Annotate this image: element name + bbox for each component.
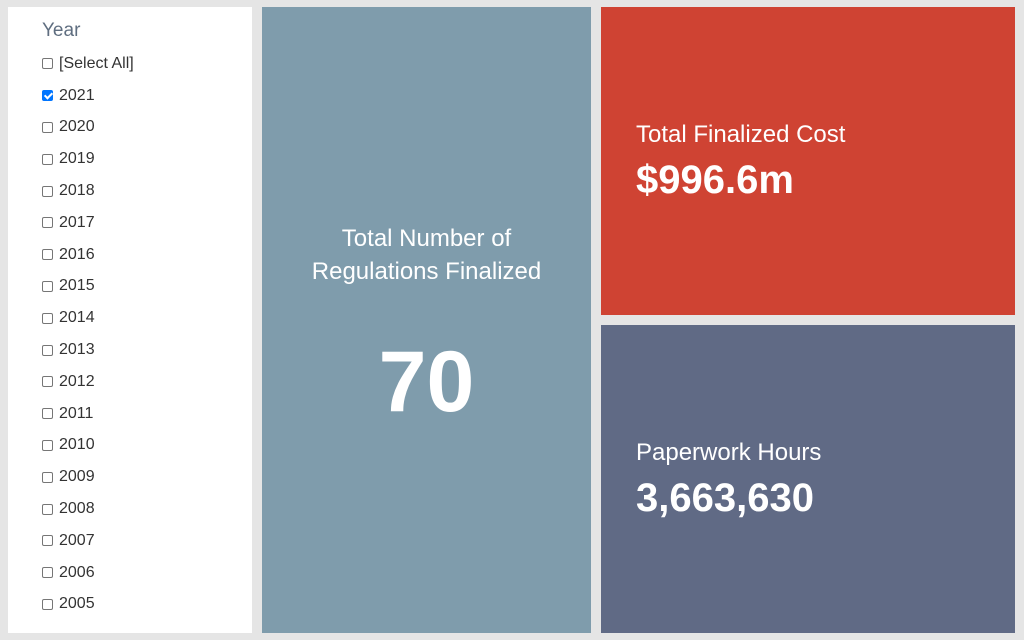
checkbox-icon[interactable] <box>42 217 53 229</box>
checkbox-icon[interactable] <box>42 503 53 515</box>
paperwork-hours-value: 3,663,630 <box>636 476 814 520</box>
year-option-2015[interactable]: 2015 <box>42 271 252 303</box>
total-regulations-tile: Total Number of Regulations Finalized 70 <box>262 7 591 633</box>
year-option-label: 2006 <box>59 563 95 581</box>
checkbox-icon[interactable] <box>42 408 53 420</box>
year-option-2005[interactable]: 2005 <box>42 589 252 621</box>
year-option-label: 2021 <box>59 86 95 104</box>
checkbox-icon[interactable] <box>42 535 53 547</box>
year-option-label: 2014 <box>59 309 95 327</box>
total-cost-value: $996.6m <box>636 158 794 202</box>
checkbox-icon[interactable] <box>42 312 53 324</box>
checkbox-icon[interactable] <box>42 344 53 356</box>
total-cost-tile: Total Finalized Cost $996.6m <box>601 7 1015 315</box>
year-option-2010[interactable]: 2010 <box>42 430 252 462</box>
year-option-label: [Select All] <box>59 54 134 72</box>
checkbox-icon[interactable] <box>42 471 53 483</box>
year-option-label: 2015 <box>59 277 95 295</box>
year-option-2016[interactable]: 2016 <box>42 239 252 271</box>
checkbox-icon[interactable] <box>42 598 53 610</box>
year-option-label: 2017 <box>59 213 95 231</box>
year-option-2011[interactable]: 2011 <box>42 398 252 430</box>
checkbox-icon[interactable] <box>42 249 53 261</box>
year-option-label: 2013 <box>59 341 95 359</box>
year-option-label: 2012 <box>59 372 95 390</box>
year-option-2017[interactable]: 2017 <box>42 207 252 239</box>
year-option-2018[interactable]: 2018 <box>42 175 252 207</box>
year-option-label: 2016 <box>59 245 95 263</box>
total-regulations-value: 70 <box>378 334 475 430</box>
checkbox-icon[interactable] <box>42 58 53 70</box>
year-option-2013[interactable]: 2013 <box>42 334 252 366</box>
year-option-label: 2008 <box>59 500 95 518</box>
year-option-label: 2007 <box>59 531 95 549</box>
year-option-2014[interactable]: 2014 <box>42 302 252 334</box>
checkbox-checked-icon[interactable] <box>42 90 53 102</box>
year-option-2006[interactable]: 2006 <box>42 557 252 589</box>
filter-title: Year <box>42 20 81 41</box>
year-option-label: 2018 <box>59 182 95 200</box>
year-option-label: 2009 <box>59 468 95 486</box>
checkbox-icon[interactable] <box>42 280 53 292</box>
year-option-2008[interactable]: 2008 <box>42 493 252 525</box>
year-option-label: 2011 <box>59 404 94 422</box>
year-option-2021[interactable]: 2021 <box>42 80 252 112</box>
year-option-2019[interactable]: 2019 <box>42 143 252 175</box>
checkbox-icon[interactable] <box>42 185 53 197</box>
checkbox-icon[interactable] <box>42 121 53 133</box>
year-option-2009[interactable]: 2009 <box>42 461 252 493</box>
year-option-2007[interactable]: 2007 <box>42 525 252 557</box>
year-checkbox-list: [Select All] 2021 2020 2019 2018 2017 2016 2015… <box>42 48 252 620</box>
year-option-select-all[interactable]: [Select All] <box>42 48 252 80</box>
paperwork-hours-tile: Paperwork Hours 3,663,630 <box>601 325 1015 633</box>
total-cost-label: Total Finalized Cost <box>636 121 846 148</box>
total-regulations-label: Total Number of Regulations Finalized <box>311 225 542 285</box>
checkbox-icon[interactable] <box>42 153 53 165</box>
year-option-label: 2005 <box>59 595 95 613</box>
checkbox-icon[interactable] <box>42 567 53 579</box>
year-filter-panel: Year [Select All] 2021 2020 2019 2018 2017 201… <box>8 7 252 633</box>
year-option-2012[interactable]: 2012 <box>42 366 252 398</box>
year-option-label: 2019 <box>59 150 95 168</box>
year-option-label: 2010 <box>59 436 95 454</box>
checkbox-icon[interactable] <box>42 439 53 451</box>
checkbox-icon[interactable] <box>42 376 53 388</box>
paperwork-hours-label: Paperwork Hours <box>636 439 822 466</box>
year-option-label: 2020 <box>59 118 95 136</box>
year-option-2020[interactable]: 2020 <box>42 112 252 144</box>
